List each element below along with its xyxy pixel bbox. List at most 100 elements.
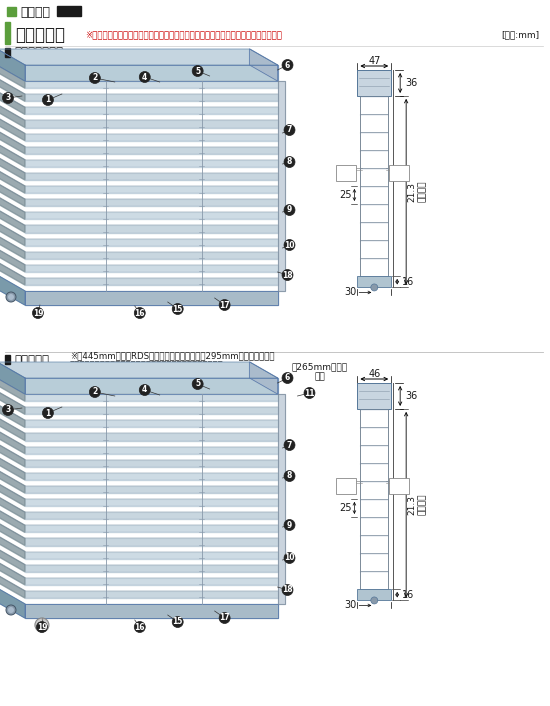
Text: 10: 10 [284,241,295,249]
Text: 46: 46 [368,369,381,379]
Polygon shape [0,509,25,532]
Polygon shape [0,470,25,493]
Polygon shape [25,251,278,259]
Polygon shape [25,460,278,467]
Polygon shape [0,588,25,618]
Text: 7: 7 [287,126,292,135]
Polygon shape [25,121,278,128]
Circle shape [8,294,14,300]
Polygon shape [25,499,278,506]
Polygon shape [25,420,278,427]
Polygon shape [25,199,278,206]
Polygon shape [0,362,278,378]
Polygon shape [0,249,25,272]
Polygon shape [25,94,278,102]
Polygon shape [0,49,278,65]
Polygon shape [0,483,25,506]
Circle shape [139,71,150,83]
Polygon shape [278,394,284,604]
Polygon shape [25,565,278,572]
FancyBboxPatch shape [389,165,409,181]
FancyBboxPatch shape [389,478,409,494]
Text: 室外側: 室外側 [391,482,407,491]
Circle shape [284,239,295,251]
Polygon shape [0,131,25,154]
Circle shape [42,95,53,105]
Polygon shape [0,535,25,558]
Text: 光軍高さ: 光軍高さ [417,494,427,515]
Circle shape [3,92,14,104]
Polygon shape [0,65,25,88]
Text: ※幅445mm以下（RDS（減速降下機能）なしは295mm以下）の場合、: ※幅445mm以下（RDS（減速降下機能）なしは295mm以下）の場合、 [70,352,274,361]
Text: 17: 17 [219,301,230,309]
Bar [5,22,10,44]
Circle shape [36,621,47,633]
Text: 30: 30 [344,287,356,297]
Text: 室内側: 室内側 [338,169,355,179]
Polygon shape [0,157,25,180]
Circle shape [89,386,100,397]
Polygon shape [25,81,278,88]
Polygon shape [25,378,278,394]
Circle shape [284,553,295,563]
Circle shape [6,292,16,302]
Bar [57,6,81,16]
Text: 7: 7 [287,441,292,450]
Text: 3: 3 [6,405,10,414]
Text: 18: 18 [282,270,293,280]
Circle shape [219,299,230,311]
Polygon shape [25,525,278,532]
Polygon shape [278,81,284,291]
Text: 10: 10 [284,554,295,563]
Polygon shape [25,147,278,154]
Polygon shape [250,362,278,394]
Text: 室内側: 室内側 [338,482,355,491]
Text: 25: 25 [339,190,351,200]
Circle shape [139,385,150,395]
Polygon shape [0,49,25,81]
Circle shape [284,157,295,167]
Circle shape [284,440,295,450]
Circle shape [89,73,100,83]
Polygon shape [0,196,25,220]
Polygon shape [250,49,278,81]
Text: ポール操作: ポール操作 [14,354,49,366]
Text: 3: 3 [6,93,10,102]
Polygon shape [25,186,278,193]
Text: ※製品高さは、取付けブラケット上端からボトムレール下端までの寸法となります。: ※製品高さは、取付けブラケット上端からボトムレール下端までの寸法となります。 [85,30,282,40]
Text: [単位:mm]: [単位:mm] [501,30,540,40]
Polygon shape [0,144,25,167]
Text: 15: 15 [173,618,183,626]
Polygon shape [25,473,278,480]
Polygon shape [25,239,278,246]
Bar [7,7,16,16]
Polygon shape [0,236,25,259]
Circle shape [6,605,16,615]
Circle shape [284,470,295,481]
Polygon shape [25,160,278,167]
Text: 5: 5 [195,380,200,388]
Polygon shape [0,170,25,193]
Polygon shape [25,133,278,140]
Polygon shape [25,265,278,272]
Circle shape [3,405,14,416]
Polygon shape [25,173,278,180]
Text: 4: 4 [142,385,147,395]
Text: シルキー: シルキー [20,6,50,18]
Polygon shape [0,549,25,572]
Circle shape [35,618,49,632]
Text: 21.3: 21.3 [408,495,417,515]
Text: RDS: RDS [58,6,80,16]
Bar [358,383,391,409]
Text: ワンポール操作: ワンポール操作 [14,47,63,59]
Circle shape [282,373,293,383]
Text: 9: 9 [287,205,292,215]
Polygon shape [0,417,25,441]
Polygon shape [0,496,25,520]
Text: 16: 16 [402,277,414,287]
Text: 8: 8 [287,157,292,167]
Text: 2: 2 [92,73,97,83]
Circle shape [8,607,14,613]
Text: 17: 17 [219,614,230,623]
Circle shape [172,616,183,628]
